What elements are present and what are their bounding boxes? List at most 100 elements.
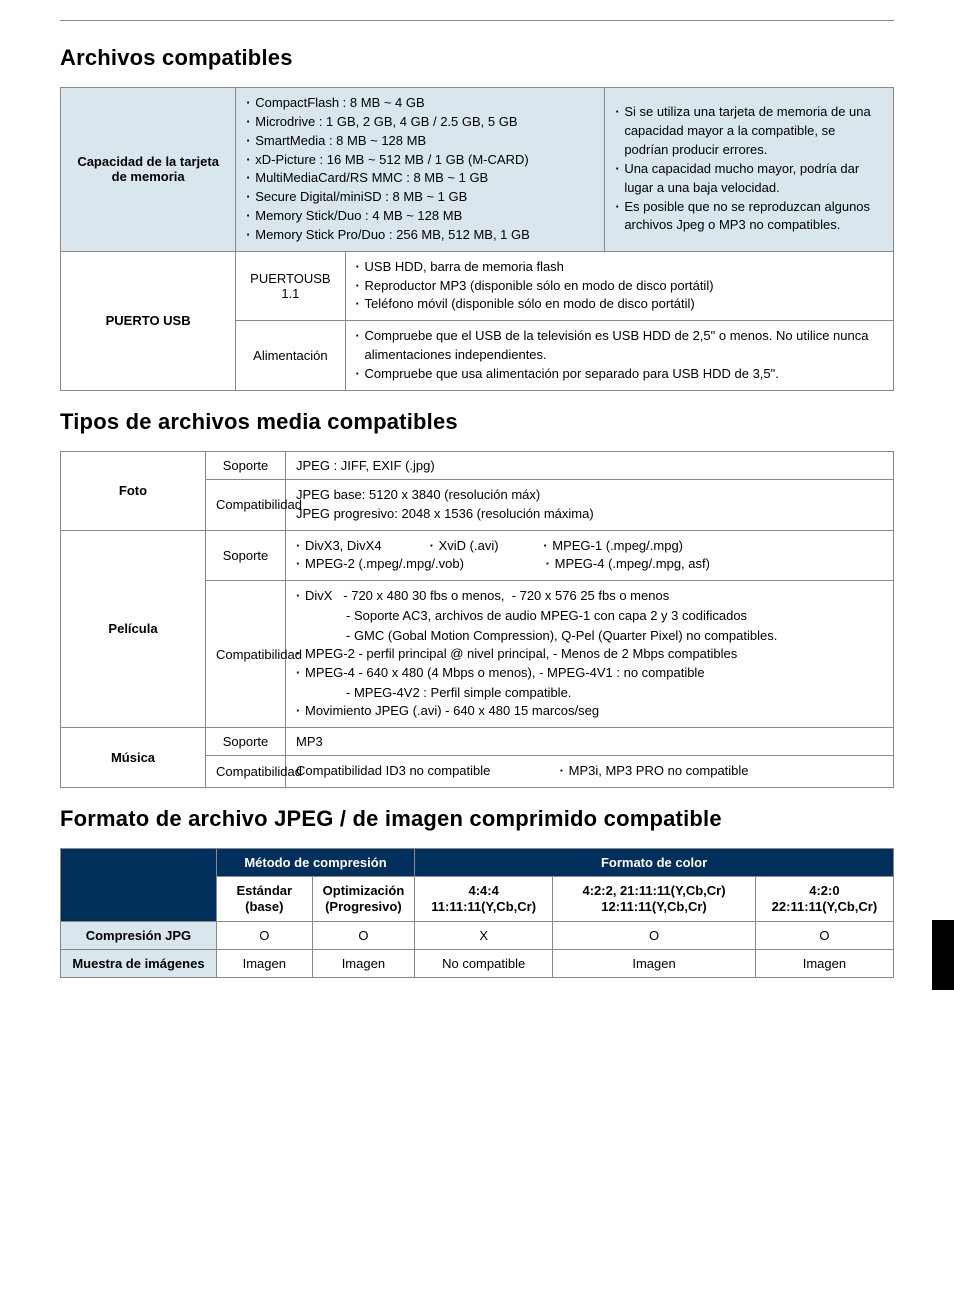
- text-line: 11:11:11(Y,Cb,Cr): [431, 899, 536, 914]
- list-item: Teléfono móvil (disponible sólo en modo …: [356, 295, 883, 314]
- list-item: MPEG-4 - 640 x 480 (4 Mbps o menos), - M…: [296, 664, 883, 683]
- cell: Imagen: [755, 950, 893, 978]
- cell: O: [553, 922, 756, 950]
- col-444: 4:4:4 11:11:11(Y,Cb,Cr): [415, 876, 553, 922]
- list-item: MPEG-4 (.mpeg/.mpg, asf): [546, 555, 710, 574]
- list-item: Memory Stick Pro/Duo : 256 MB, 512 MB, 1…: [246, 226, 594, 245]
- usb-port-header: PUERTO USB: [61, 251, 236, 390]
- support-label: Soporte: [206, 530, 286, 581]
- list-item: Reproductor MP3 (disponible sólo en modo…: [356, 277, 883, 296]
- text-line: 22:11:11(Y,Cb,Cr): [772, 899, 878, 914]
- table-row: Capacidad de la tarjeta de memoria Compa…: [61, 88, 894, 252]
- table-row: Muestra de imágenes Imagen Imagen No com…: [61, 950, 894, 978]
- movie-row-header: Película: [61, 530, 206, 728]
- text-line: JPEG progresivo: 2048 x 1536 (resolución…: [296, 506, 594, 521]
- label-line: PUERTOUSB: [250, 271, 330, 286]
- list-item: Una capacidad mucho mayor, podría dar lu…: [615, 160, 883, 198]
- list-item: Compruebe que usa alimentación por separ…: [356, 365, 883, 384]
- list-item: Microdrive : 1 GB, 2 GB, 4 GB / 2.5 GB, …: [246, 113, 594, 132]
- text-line: 4:2:0: [809, 883, 839, 898]
- music-row-header: Música: [61, 728, 206, 788]
- image-sample-row-header: Muestra de imágenes: [61, 950, 217, 978]
- document-page: Archivos compatibles Capacidad de la tar…: [0, 0, 954, 1018]
- table-row: Método de compresión Formato de color: [61, 848, 894, 876]
- text-line: 4:4:4: [468, 883, 498, 898]
- text-line: 4:2:2, 21:11:11(Y,Cb,Cr): [582, 883, 725, 898]
- music-compat-value: Compatibilidad ID3 no compatible MP3i, M…: [286, 756, 894, 788]
- col-422: 4:2:2, 21:11:11(Y,Cb,Cr) 12:11:11(Y,Cb,C…: [553, 876, 756, 922]
- top-divider: [60, 20, 894, 21]
- text-line: - GMC (Gobal Motion Compression), Q-Pel …: [296, 626, 883, 646]
- list-item: DivX - 720 x 480 30 fbs o menos, - 720 x…: [296, 587, 883, 606]
- compat-label: Compatibilidad: [206, 581, 286, 728]
- photo-support-value: JPEG : JIFF, EXIF (.jpg): [286, 451, 894, 479]
- text-line: Optimización: [323, 883, 405, 898]
- list-item: XviD (.avi): [430, 537, 540, 556]
- section-heading-1: Archivos compatibles: [60, 45, 894, 71]
- cell: X: [415, 922, 553, 950]
- list-item: Compruebe que el USB de la televisión es…: [356, 327, 883, 365]
- movie-support-value: DivX3, DivX4 XviD (.avi) MPEG-1 (.mpeg/.…: [286, 530, 894, 581]
- memory-capacity-notes: Si se utiliza una tarjeta de memoria de …: [605, 88, 894, 252]
- media-types-table: Foto Soporte JPEG : JIFF, EXIF (.jpg) Co…: [60, 451, 894, 788]
- usb-power-label: Alimentación: [236, 321, 345, 391]
- cell: O: [312, 922, 414, 950]
- memory-capacity-items: CompactFlash : 8 MB ~ 4 GB Microdrive : …: [236, 88, 605, 252]
- list-item: MultiMediaCard/RS MMC : 8 MB ~ 1 GB: [246, 169, 594, 188]
- photo-row-header: Foto: [61, 451, 206, 530]
- cell: Imagen: [216, 950, 312, 978]
- list-item: DivX3, DivX4: [296, 537, 426, 556]
- list-item: SmartMedia : 8 MB ~ 128 MB: [246, 132, 594, 151]
- text-line: 12:11:11(Y,Cb,Cr): [601, 899, 707, 914]
- memory-capacity-header: Capacidad de la tarjeta de memoria: [61, 88, 236, 252]
- table-row: Película Soporte DivX3, DivX4 XviD (.avi…: [61, 530, 894, 581]
- list-item: MP3i, MP3 PRO no compatible: [560, 762, 749, 781]
- list-item: xD-Picture : 16 MB ~ 512 MB / 1 GB (M-CA…: [246, 151, 594, 170]
- list-item: Movimiento JPEG (.avi) - 640 x 480 15 ma…: [296, 702, 883, 721]
- compression-method-header: Método de compresión: [216, 848, 414, 876]
- list-item: Memory Stick/Duo : 4 MB ~ 128 MB: [246, 207, 594, 226]
- jpeg-format-table: Método de compresión Formato de color Es…: [60, 848, 894, 979]
- usb-port-version-label: PUERTOUSB 1.1: [236, 251, 345, 321]
- text-line: - MPEG-4V2 : Perfil simple compatible.: [296, 683, 883, 703]
- list-item: Si se utiliza una tarjeta de memoria de …: [615, 103, 883, 160]
- col-optimization: Optimización (Progresivo): [312, 876, 414, 922]
- cell: Imagen: [312, 950, 414, 978]
- section-heading-2: Tipos de archivos media compatibles: [60, 409, 894, 435]
- list-item: MPEG-2 (.mpeg/.mpg/.vob): [296, 555, 542, 574]
- text-line: JPEG base: 5120 x 3840 (resolución máx): [296, 487, 540, 502]
- text-line: (Progresivo): [325, 899, 402, 914]
- text-line: Estándar: [236, 883, 292, 898]
- col-standard: Estándar (base): [216, 876, 312, 922]
- table-row: Compresión JPG O O X O O: [61, 922, 894, 950]
- section-heading-3: Formato de archivo JPEG / de imagen comp…: [60, 806, 894, 832]
- support-label: Soporte: [206, 451, 286, 479]
- usb-power-items: Compruebe que el USB de la televisión es…: [345, 321, 893, 391]
- cell: O: [216, 922, 312, 950]
- list-item: Secure Digital/miniSD : 8 MB ~ 1 GB: [246, 188, 594, 207]
- cell: O: [755, 922, 893, 950]
- movie-compat-value: DivX - 720 x 480 30 fbs o menos, - 720 x…: [286, 581, 894, 728]
- text-line: Compatibilidad ID3 no compatible: [296, 763, 556, 778]
- jpg-compression-row-header: Compresión JPG: [61, 922, 217, 950]
- music-support-value: MP3: [286, 728, 894, 756]
- compatible-files-table: Capacidad de la tarjeta de memoria Compa…: [60, 87, 894, 391]
- label-line: 1.1: [281, 286, 299, 301]
- text-line: - Soporte AC3, archivos de audio MPEG-1 …: [296, 606, 883, 626]
- list-item: MPEG-2 - perfil principal @ nivel princi…: [296, 645, 883, 664]
- usb-port-items: USB HDD, barra de memoria flash Reproduc…: [345, 251, 893, 321]
- compat-label: Compatibilidad: [206, 479, 286, 530]
- color-format-header: Formato de color: [415, 848, 894, 876]
- table-row: Foto Soporte JPEG : JIFF, EXIF (.jpg): [61, 451, 894, 479]
- photo-compat-value: JPEG base: 5120 x 3840 (resolución máx) …: [286, 479, 894, 530]
- cell: Imagen: [553, 950, 756, 978]
- table-row: Música Soporte MP3: [61, 728, 894, 756]
- list-item: Es posible que no se reproduzcan algunos…: [615, 198, 883, 236]
- list-item: MPEG-1 (.mpeg/.mpg): [543, 537, 683, 556]
- list-item: CompactFlash : 8 MB ~ 4 GB: [246, 94, 594, 113]
- text-line: (base): [245, 899, 283, 914]
- corner-header: [61, 848, 217, 922]
- support-label: Soporte: [206, 728, 286, 756]
- col-420: 4:2:0 22:11:11(Y,Cb,Cr): [755, 876, 893, 922]
- list-item: USB HDD, barra de memoria flash: [356, 258, 883, 277]
